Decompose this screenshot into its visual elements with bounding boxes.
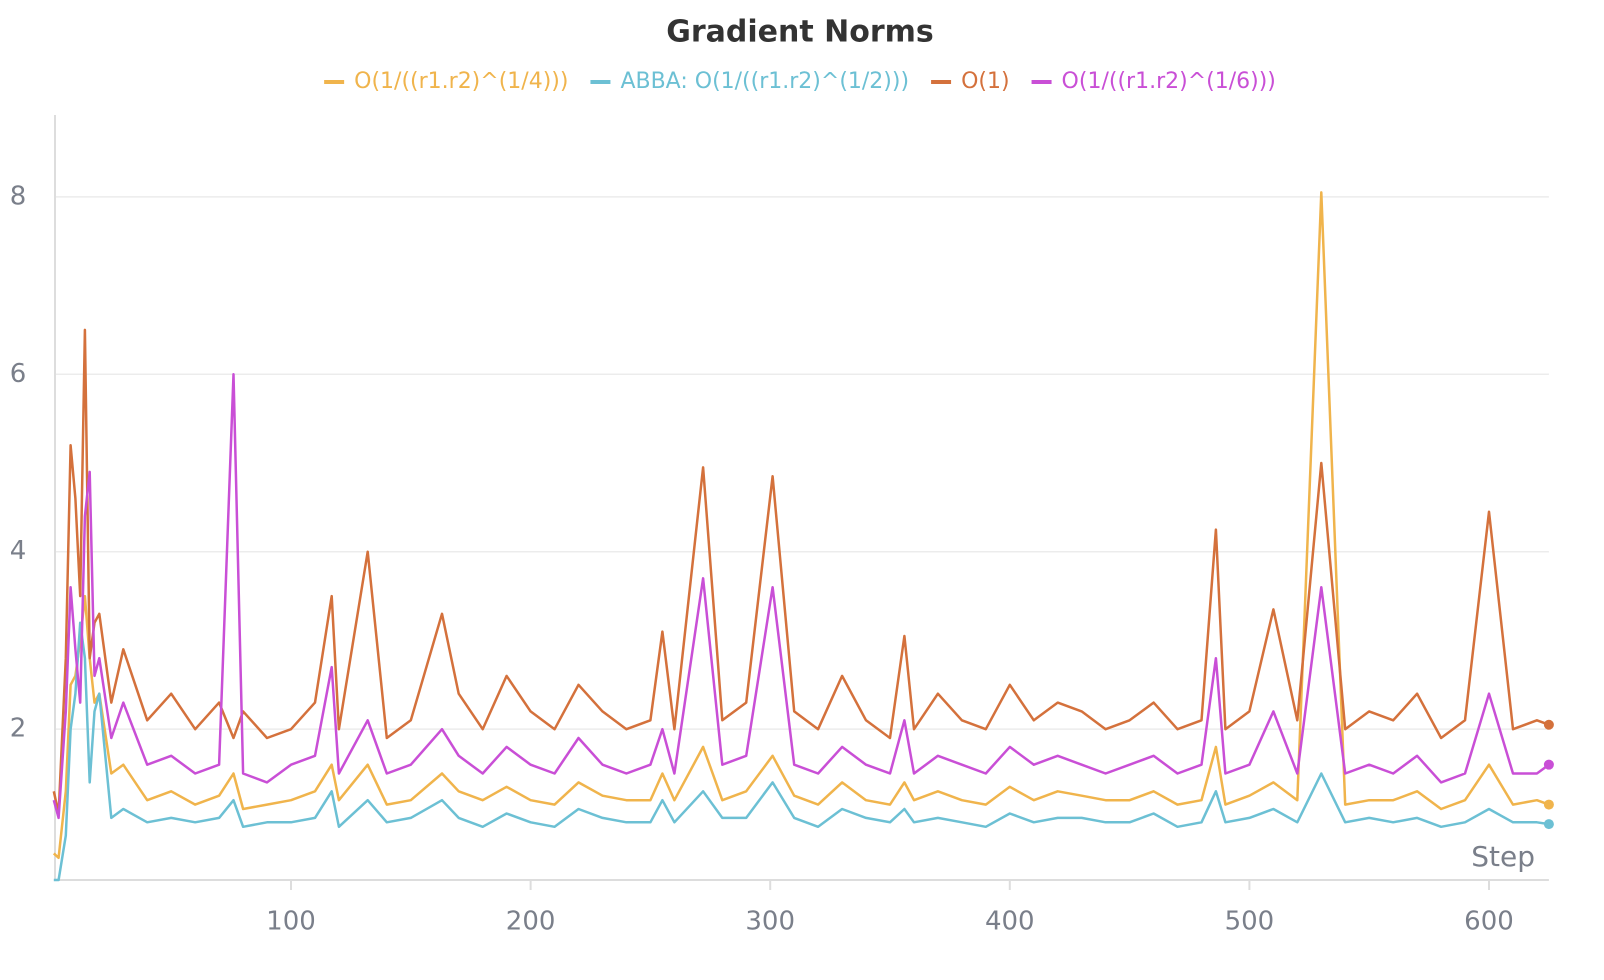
- x-tick-label: 100: [266, 907, 316, 937]
- end-point: [1543, 759, 1554, 770]
- x-axis-label: Step: [1471, 840, 1535, 873]
- legend-label: ABBA: O(1/((r1.r2)^(1/2))): [620, 69, 909, 94]
- series-line: [53, 621, 1550, 882]
- legend: O(1/((r1.r2)^(1/4))) ABBA: O(1/((r1.r2)^(…: [324, 69, 1276, 94]
- x-tick-label: 200: [506, 907, 556, 937]
- series-line: [52, 328, 1550, 815]
- end-point: [1543, 719, 1554, 730]
- x-tick-label: 300: [745, 907, 795, 937]
- y-tick-label: 2: [10, 714, 27, 744]
- x-tick-label: 600: [1464, 907, 1514, 937]
- legend-label: O(1): [961, 69, 1009, 94]
- series-line: [52, 191, 1550, 860]
- y-tick-label: 6: [10, 359, 27, 389]
- x-tick-label: 500: [1225, 907, 1275, 937]
- end-point: [1543, 819, 1554, 830]
- legend-label: O(1/((r1.r2)^(1/4))): [354, 69, 568, 94]
- y-tick-label: 8: [10, 181, 27, 211]
- chart-title: Gradient Norms: [666, 15, 934, 50]
- end-point: [1543, 799, 1554, 810]
- legend-label: O(1/((r1.r2)^(1/6))): [1062, 69, 1276, 94]
- y-tick-label: 4: [10, 536, 27, 566]
- x-tick-label: 400: [985, 907, 1035, 937]
- series-line: [52, 373, 1550, 820]
